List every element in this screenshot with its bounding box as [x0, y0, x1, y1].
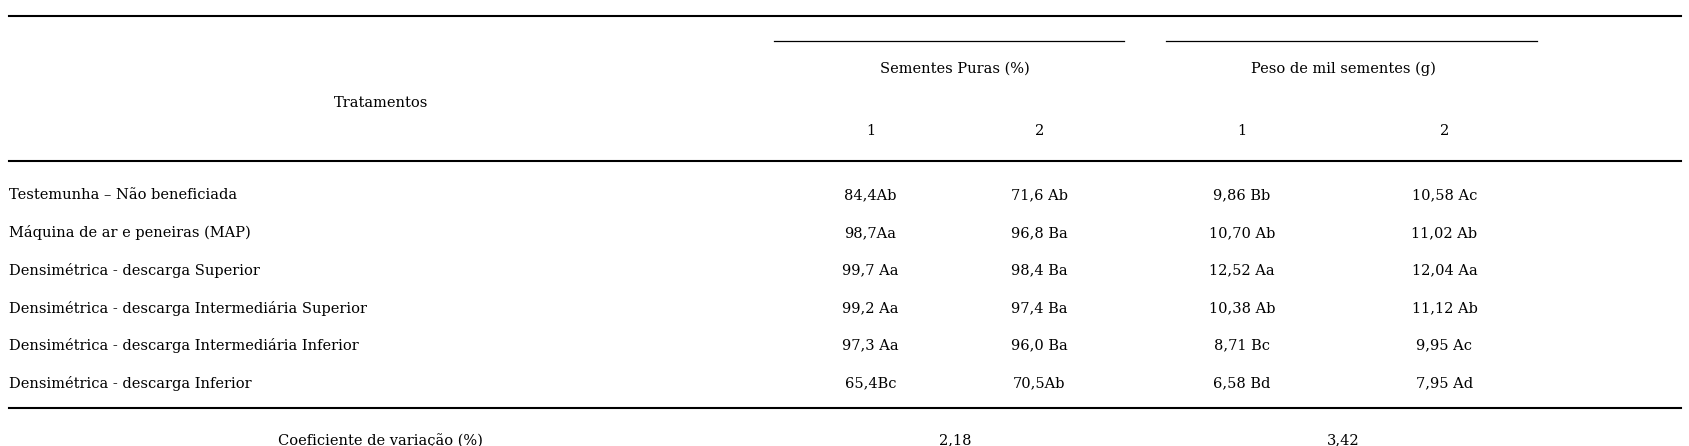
Text: 97,4 Ba: 97,4 Ba	[1010, 301, 1067, 315]
Text: Tratamentos: Tratamentos	[333, 96, 427, 110]
Text: 12,52 Aa: 12,52 Aa	[1208, 264, 1274, 277]
Text: 11,12 Ab: 11,12 Ab	[1410, 301, 1476, 315]
Text: 3,42: 3,42	[1326, 433, 1358, 446]
Text: 10,38 Ab: 10,38 Ab	[1208, 301, 1274, 315]
Text: 12,04 Aa: 12,04 Aa	[1410, 264, 1476, 277]
Text: Densimétrica - descarga Superior: Densimétrica - descarga Superior	[8, 263, 260, 278]
Text: 6,58 Bd: 6,58 Bd	[1213, 376, 1270, 390]
Text: 1: 1	[1236, 124, 1246, 138]
Text: Densimétrica - descarga Intermediária Inferior: Densimétrica - descarga Intermediária In…	[8, 338, 358, 353]
Text: Coeficiente de variação (%): Coeficiente de variação (%)	[279, 433, 483, 446]
Text: 70,5Ab: 70,5Ab	[1012, 376, 1064, 390]
Text: 11,02 Ab: 11,02 Ab	[1410, 226, 1476, 240]
Text: Densimétrica - descarga Inferior: Densimétrica - descarga Inferior	[8, 376, 252, 391]
Text: 10,58 Ac: 10,58 Ac	[1410, 188, 1476, 202]
Text: Sementes Puras (%): Sementes Puras (%)	[880, 62, 1029, 76]
Text: 71,6 Ab: 71,6 Ab	[1010, 188, 1067, 202]
Text: 2: 2	[1034, 124, 1044, 138]
Text: Peso de mil sementes (g): Peso de mil sementes (g)	[1250, 62, 1434, 76]
Text: 98,7Aa: 98,7Aa	[844, 226, 895, 240]
Text: Máquina de ar e peneiras (MAP): Máquina de ar e peneiras (MAP)	[8, 225, 250, 240]
Text: Testemunha – Não beneficiada: Testemunha – Não beneficiada	[8, 188, 236, 202]
Text: 8,71 Bc: 8,71 Bc	[1213, 339, 1268, 353]
Text: 9,95 Ac: 9,95 Ac	[1415, 339, 1471, 353]
Text: Densimétrica - descarga Intermediária Superior: Densimétrica - descarga Intermediária Su…	[8, 301, 367, 316]
Text: 99,7 Aa: 99,7 Aa	[841, 264, 899, 277]
Text: 99,2 Aa: 99,2 Aa	[841, 301, 899, 315]
Text: 9,86 Bb: 9,86 Bb	[1213, 188, 1270, 202]
Text: 84,4Ab: 84,4Ab	[843, 188, 897, 202]
Text: 1: 1	[865, 124, 875, 138]
Text: 65,4Bc: 65,4Bc	[844, 376, 895, 390]
Text: 97,3 Aa: 97,3 Aa	[841, 339, 899, 353]
Text: 98,4 Ba: 98,4 Ba	[1010, 264, 1067, 277]
Text: 10,70 Ab: 10,70 Ab	[1208, 226, 1274, 240]
Text: 2,18: 2,18	[937, 433, 971, 446]
Text: 7,95 Ad: 7,95 Ad	[1415, 376, 1473, 390]
Text: 96,0 Ba: 96,0 Ba	[1010, 339, 1067, 353]
Text: 96,8 Ba: 96,8 Ba	[1010, 226, 1067, 240]
Text: 2: 2	[1439, 124, 1447, 138]
